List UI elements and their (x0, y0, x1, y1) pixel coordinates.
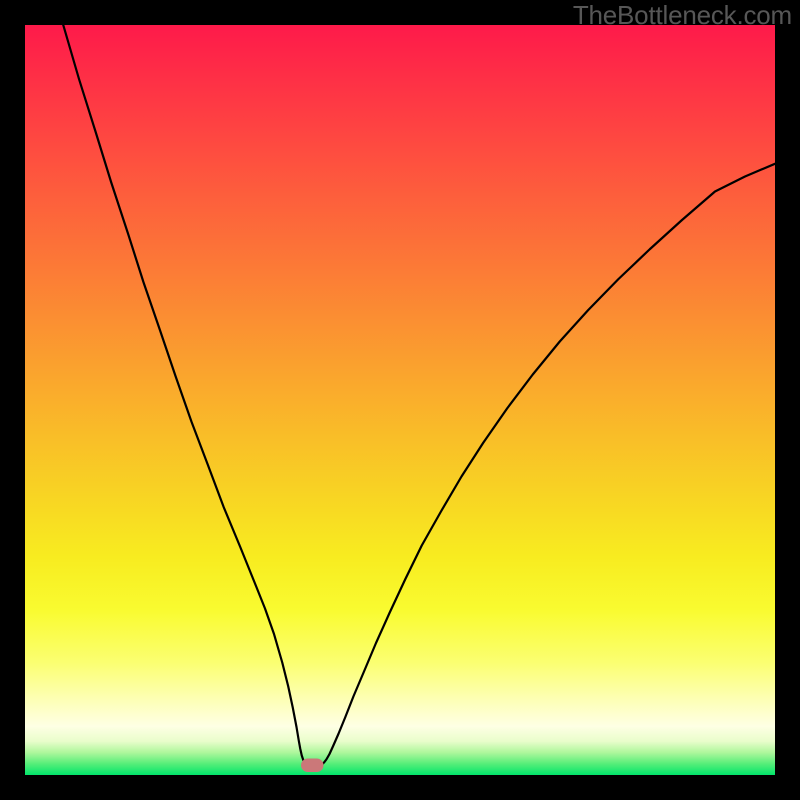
chart-svg (0, 0, 800, 800)
apex-marker (301, 759, 324, 773)
plot-background (25, 25, 775, 775)
watermark-label: TheBottleneck.com (573, 0, 792, 31)
chart-stage: TheBottleneck.com (0, 0, 800, 800)
